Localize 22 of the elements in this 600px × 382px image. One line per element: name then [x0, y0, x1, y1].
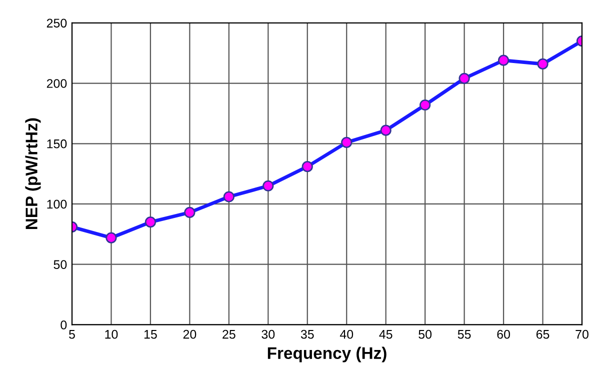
x-tick-label: 60	[497, 330, 510, 339]
x-tick-label: 65	[536, 330, 550, 339]
x-tick-label: 25	[222, 330, 236, 339]
x-tick-label: 5	[69, 330, 75, 339]
x-tick-label: 55	[458, 330, 471, 339]
y-tick-label: 50	[54, 260, 67, 269]
y-tick-label: 250	[46, 18, 67, 28]
x-tick-label: 30	[262, 330, 275, 339]
x-tick-label: 40	[340, 330, 354, 339]
y-tick-label: 0	[60, 320, 67, 330]
x-axis-title: Frequency (Hz)	[268, 346, 386, 362]
x-tick-label: 45	[379, 330, 392, 339]
y-tick-label: 150	[47, 139, 67, 148]
x-tick-label: 70	[576, 330, 588, 339]
y-axis-title: NEP (pW/rtHz)	[25, 118, 41, 230]
x-tick-label: 20	[183, 330, 196, 339]
x-tick-label: 35	[300, 330, 314, 339]
y-tick-label: 200	[46, 79, 67, 88]
x-tick-label: 50	[418, 330, 432, 339]
y-tick-label: 100	[47, 200, 67, 209]
x-tick-label: 15	[144, 330, 157, 339]
x-tick-label: 10	[105, 330, 118, 339]
